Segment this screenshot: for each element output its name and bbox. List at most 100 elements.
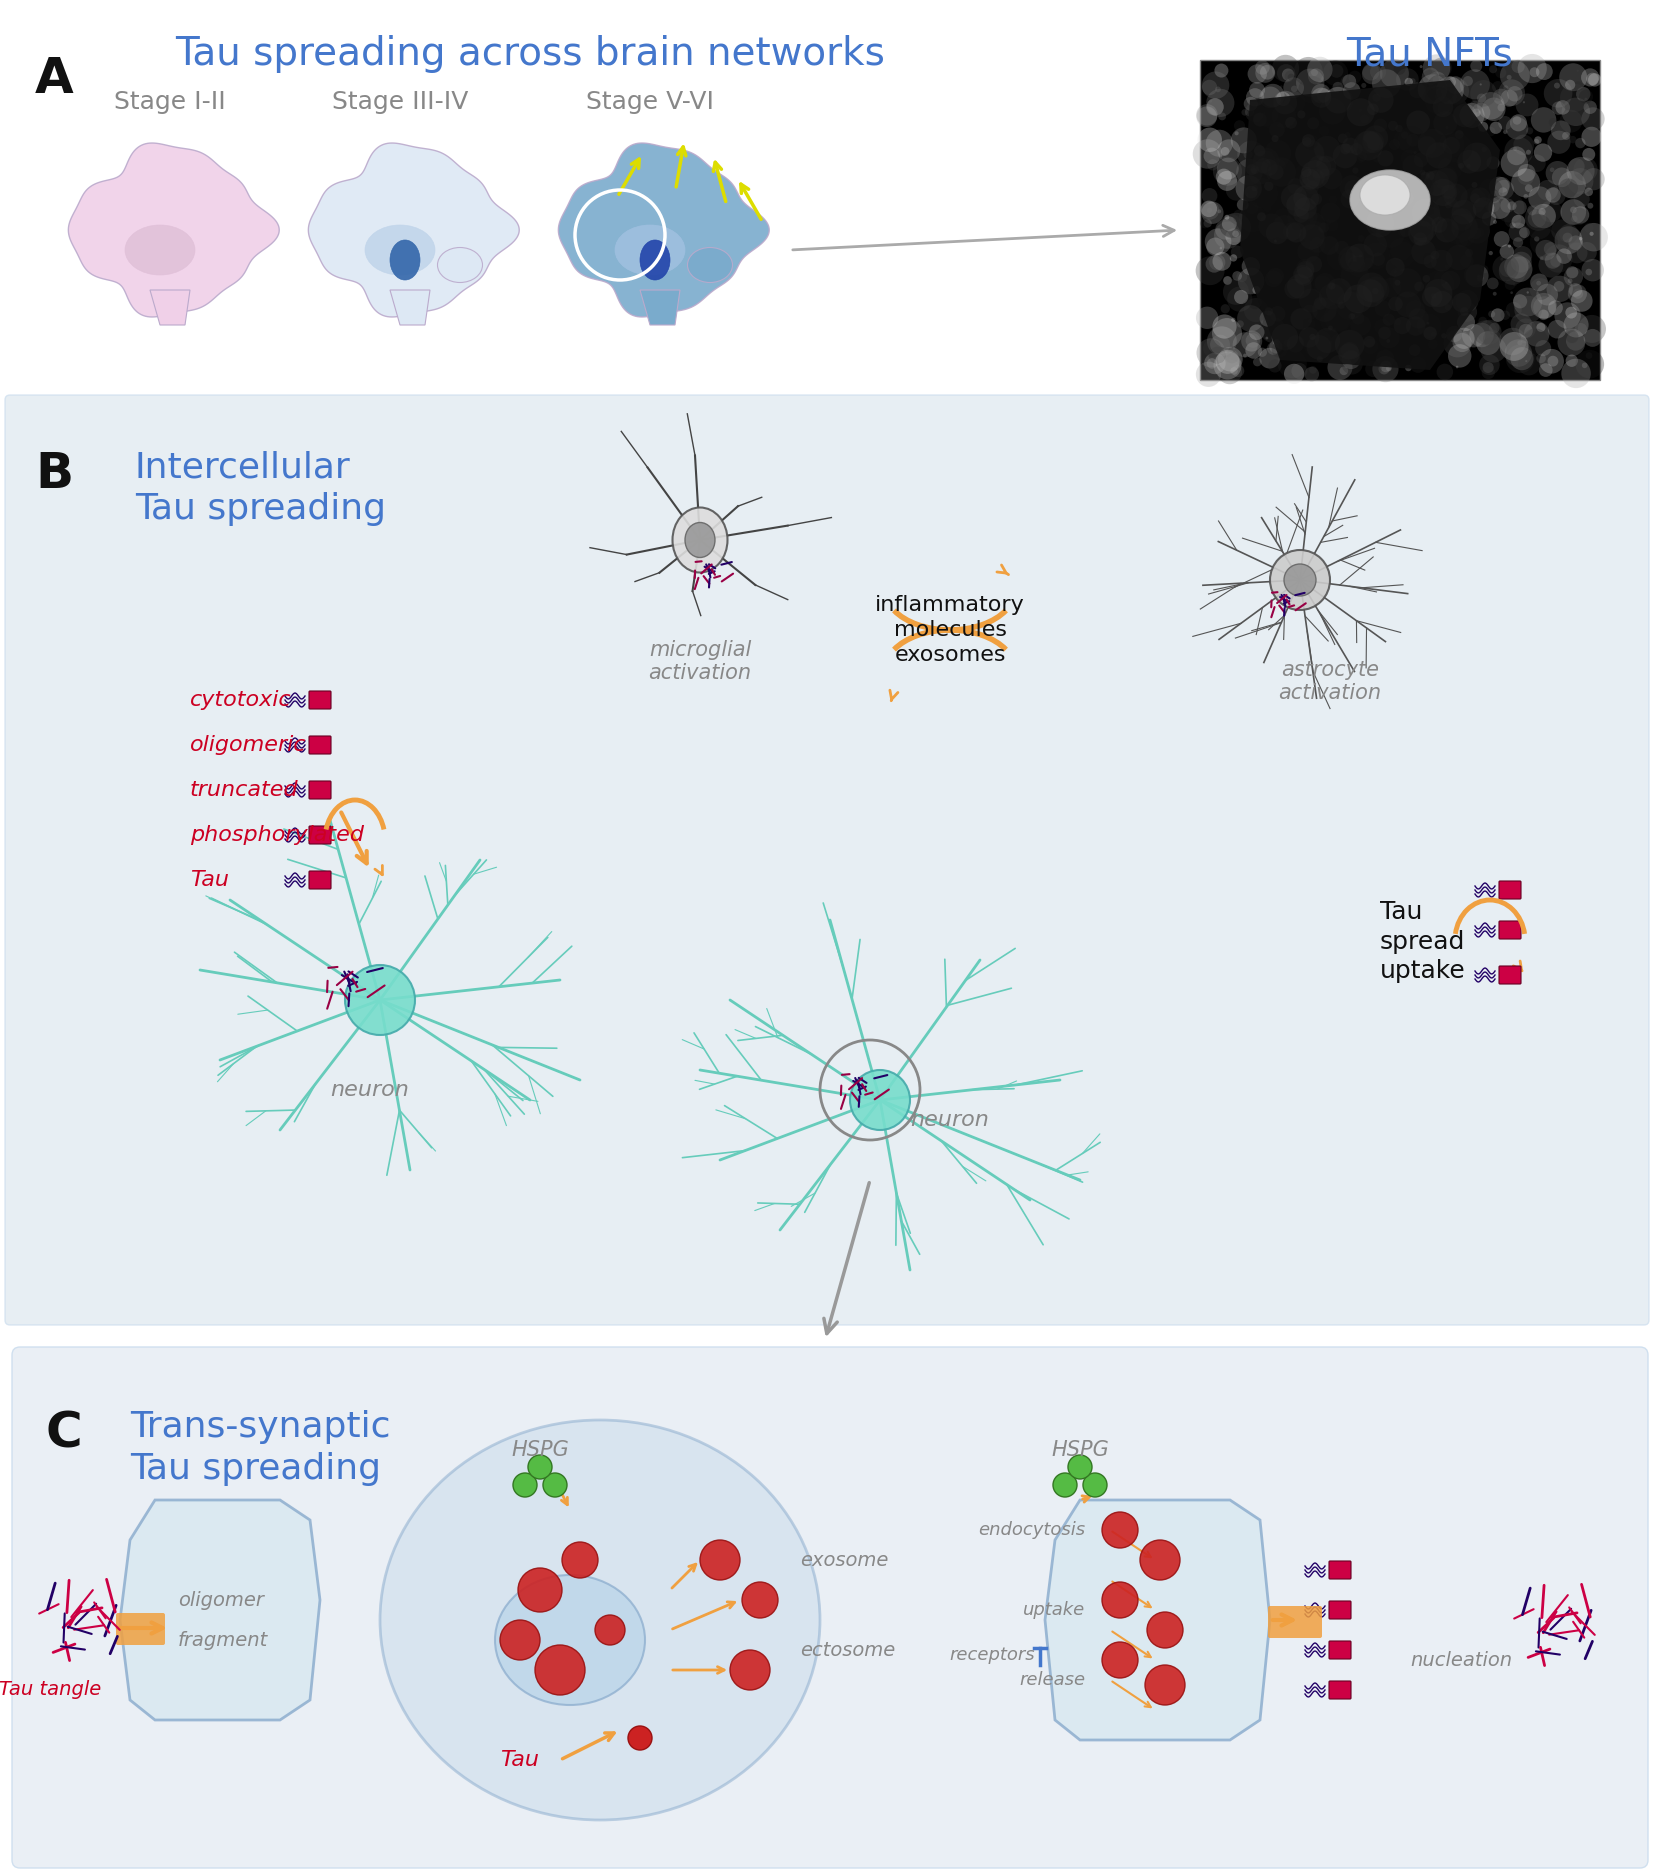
Circle shape — [1325, 219, 1331, 225]
Circle shape — [1226, 352, 1231, 357]
Circle shape — [1558, 329, 1585, 355]
Circle shape — [1540, 348, 1565, 374]
Circle shape — [1487, 157, 1500, 170]
Circle shape — [1480, 266, 1489, 273]
Text: fragment: fragment — [179, 1630, 268, 1650]
Circle shape — [1581, 69, 1599, 86]
Circle shape — [1489, 176, 1510, 196]
Circle shape — [1300, 168, 1320, 189]
Circle shape — [1570, 137, 1576, 144]
Circle shape — [1394, 316, 1411, 335]
Circle shape — [1236, 176, 1262, 202]
Circle shape — [1341, 350, 1361, 369]
Circle shape — [1265, 223, 1288, 245]
Circle shape — [1568, 159, 1585, 174]
Circle shape — [1328, 283, 1335, 290]
Circle shape — [1503, 129, 1507, 135]
Circle shape — [1442, 215, 1470, 243]
Circle shape — [1469, 324, 1494, 348]
Circle shape — [1533, 296, 1556, 318]
Circle shape — [1204, 219, 1212, 228]
Circle shape — [1545, 253, 1561, 269]
Circle shape — [1566, 157, 1594, 185]
Circle shape — [1252, 286, 1260, 294]
Circle shape — [1444, 329, 1472, 357]
Circle shape — [1464, 264, 1484, 284]
Circle shape — [1583, 101, 1596, 114]
Polygon shape — [1240, 80, 1500, 370]
Circle shape — [1297, 69, 1325, 97]
Circle shape — [1374, 178, 1403, 206]
Circle shape — [1226, 228, 1242, 245]
Circle shape — [1340, 176, 1363, 200]
Circle shape — [1406, 110, 1431, 135]
Circle shape — [1206, 88, 1234, 116]
Circle shape — [1249, 178, 1279, 208]
Circle shape — [1341, 354, 1363, 374]
Text: neuron: neuron — [331, 1080, 410, 1100]
Circle shape — [562, 1542, 599, 1577]
Circle shape — [1216, 219, 1236, 239]
Circle shape — [1214, 64, 1229, 77]
Circle shape — [1202, 71, 1229, 99]
Circle shape — [1239, 204, 1267, 232]
Circle shape — [1330, 333, 1351, 354]
Circle shape — [1401, 150, 1417, 167]
Circle shape — [1422, 286, 1442, 307]
Circle shape — [1217, 359, 1242, 384]
FancyBboxPatch shape — [1499, 965, 1522, 984]
Circle shape — [1432, 97, 1454, 118]
Circle shape — [1318, 168, 1330, 180]
Circle shape — [1467, 165, 1470, 168]
Circle shape — [1252, 150, 1275, 172]
Circle shape — [1553, 281, 1565, 292]
Circle shape — [1527, 127, 1533, 135]
Circle shape — [1260, 318, 1285, 342]
Circle shape — [1323, 305, 1351, 331]
Circle shape — [1540, 200, 1561, 223]
Circle shape — [1500, 331, 1528, 361]
Circle shape — [1489, 311, 1495, 318]
Circle shape — [1548, 196, 1550, 198]
Circle shape — [1500, 311, 1510, 320]
Circle shape — [1470, 60, 1482, 71]
Circle shape — [1312, 84, 1331, 103]
Ellipse shape — [438, 247, 483, 283]
Circle shape — [1439, 221, 1446, 228]
Circle shape — [1537, 354, 1546, 363]
Circle shape — [1457, 312, 1475, 331]
Text: Tau spreading across brain networks: Tau spreading across brain networks — [175, 36, 885, 73]
Circle shape — [1484, 329, 1502, 348]
Circle shape — [1398, 127, 1426, 153]
Circle shape — [1404, 79, 1413, 86]
Circle shape — [1320, 157, 1323, 159]
Circle shape — [528, 1456, 552, 1478]
Circle shape — [1292, 363, 1307, 378]
Circle shape — [1274, 239, 1277, 243]
Circle shape — [1459, 232, 1474, 245]
Circle shape — [1379, 327, 1399, 348]
Circle shape — [1325, 307, 1351, 333]
Circle shape — [1426, 170, 1434, 180]
FancyBboxPatch shape — [1499, 921, 1522, 939]
Circle shape — [1505, 118, 1528, 140]
Circle shape — [1480, 337, 1507, 363]
Circle shape — [1492, 80, 1503, 94]
Circle shape — [1303, 135, 1318, 150]
Circle shape — [1560, 110, 1583, 133]
Circle shape — [1460, 307, 1469, 316]
Circle shape — [1363, 277, 1389, 303]
Circle shape — [1340, 189, 1360, 208]
Circle shape — [1485, 198, 1500, 213]
Circle shape — [1495, 193, 1525, 223]
Circle shape — [1204, 228, 1231, 254]
Circle shape — [1576, 241, 1596, 262]
Circle shape — [1378, 363, 1389, 374]
Circle shape — [1323, 159, 1325, 161]
Circle shape — [1424, 327, 1437, 341]
Circle shape — [1297, 260, 1315, 279]
Circle shape — [1303, 176, 1307, 180]
Circle shape — [1394, 281, 1401, 286]
Circle shape — [1206, 238, 1224, 256]
Circle shape — [1317, 88, 1331, 103]
